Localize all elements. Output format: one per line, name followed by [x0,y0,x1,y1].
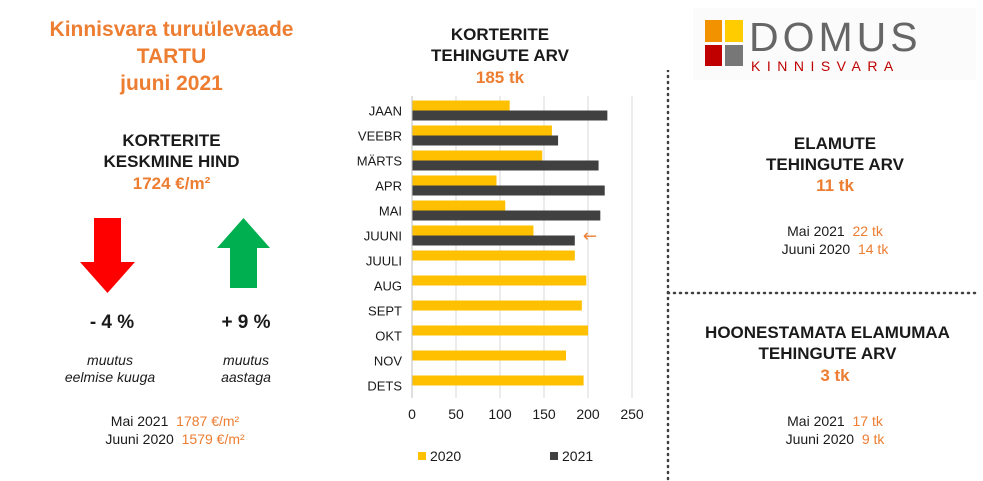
comparison-value: 1579 €/m² [181,431,245,447]
chart-title: KORTERITE TEHINGUTE ARV [405,24,595,66]
bar-2021 [412,185,605,196]
land-value: 3 tk [820,366,850,385]
category-label: APR [375,179,402,194]
comparison-row: Juuni 2020 14 tk [710,240,960,258]
comparison-row: Mai 2021 22 tk [710,222,960,240]
title-line: juuni 2021 [120,72,223,95]
category-label: SEPT [368,304,402,319]
bar-2021 [412,235,575,246]
category-label: JUULI [366,254,402,269]
comparison-label: Mai 2021 [110,413,169,429]
comparison-value: 14 tk [857,241,889,257]
legend-swatch [550,452,558,460]
comparison-value: 22 tk [852,223,883,239]
comparison-label: Juuni 2020 [785,431,855,447]
bar-2020 [412,225,534,236]
houses-title-line: TEHINGUTE ARV [766,155,904,174]
logo-name: DOMUS [749,14,922,60]
comparison-label: Mai 2021 [787,223,845,239]
year-change-value: + 9 % [221,312,271,333]
houses-value: 11 tk [816,176,854,195]
category-label: VEEBR [358,129,402,144]
bar-2021 [412,160,599,171]
x-tick-label: 200 [576,406,600,422]
title-line: TARTU [136,45,207,68]
chart-title-line: TEHINGUTE ARV [431,46,569,65]
bar-2020 [412,250,575,261]
x-tick-label: 150 [532,406,556,422]
category-label: MÄRTS [357,154,403,169]
land-title-line: TEHINGUTE ARV [758,344,897,363]
houses-title: ELAMUTE TEHINGUTE ARV [690,133,980,175]
bar-2021 [412,135,559,146]
note-line: aastaga [221,369,271,385]
note-line: eelmise kuuga [64,369,156,385]
comparison-value: 9 tk [861,431,885,447]
bar-2020 [412,175,497,186]
x-tick-label: 250 [620,406,644,422]
comparison-value: 17 tk [852,413,883,429]
price-heading-line: KORTERITE [122,131,221,150]
month-change-label: muutus eelmise kuuga [40,352,180,386]
comparison-row: Mai 2021 1787 €/m² [50,412,300,430]
legend-label: 2021 [562,448,593,464]
year-change-label: muutus aastaga [186,352,306,386]
comparison-label: Juuni 2020 [105,431,174,447]
x-tick-label: 100 [488,406,512,422]
bar-2020 [412,325,588,336]
bar-2020 [412,150,543,161]
bar-2020 [412,125,552,136]
comparison-row: Mai 2021 17 tk [710,412,960,430]
bar-2020 [412,100,510,111]
comparison-value: 1787 €/m² [176,413,240,429]
land-comparisons: Mai 2021 17 tk Juuni 2020 9 tk [710,412,960,448]
bar-2020 [412,350,566,361]
houses-title-line: ELAMUTE [793,134,877,153]
comparison-row: Juuni 2020 1579 €/m² [50,430,300,448]
price-heading-line: KESKMINE HIND [103,152,240,171]
current-month-arrow-icon: ← [583,227,597,247]
category-label: OKT [375,329,402,344]
category-label: JAAN [369,104,402,119]
comparison-label: Juuni 2020 [781,241,851,257]
category-label: MAI [379,204,402,219]
category-label: NOV [374,354,403,369]
category-label: AUG [374,279,402,294]
comparison-label: Mai 2021 [787,413,845,429]
price-heading: KORTERITE KESKMINE HIND [60,130,283,172]
bar-2020 [412,375,584,386]
legend-swatch [418,452,426,460]
note-line: muutus [87,352,133,368]
bar-2020 [412,275,587,286]
land-title: HOONESTAMATA ELAMUMAA TEHINGUTE ARV [675,322,980,364]
x-tick-label: 50 [448,406,464,422]
bar-2020 [412,300,582,311]
price-comparisons: Mai 2021 1787 €/m² Juuni 2020 1579 €/m² [50,412,300,448]
category-label: DETS [367,379,402,394]
legend-label: 2020 [430,448,461,464]
bar-2021 [412,110,608,121]
down-arrow-icon [80,218,135,293]
bar-2021 [412,210,601,221]
houses-comparisons: Mai 2021 22 tk Juuni 2020 14 tk [710,222,960,258]
report-title: Kinnisvara turuülevaade TARTU juuni 2021 [0,16,343,97]
x-tick-label: 0 [408,406,416,422]
category-label: JUUNI [364,229,402,244]
domus-logo-icon [705,20,743,66]
chart-title-line: KORTERITE [450,25,550,44]
comparison-row: Juuni 2020 9 tk [710,430,960,448]
price-value: 1724 €/m² [132,174,211,193]
up-arrow-icon [217,218,270,288]
month-change-value: - 4 % [89,312,135,333]
section-dividers [666,70,980,481]
bar-2020 [412,200,506,211]
land-title-line: HOONESTAMATA ELAMUMAA [705,323,950,342]
note-line: muutus [223,352,269,368]
logo: DOMUS KINNISVARA [693,8,976,80]
title-line: Kinnisvara turuülevaade [49,18,294,41]
transactions-bar-chart: 0 50 100 150 200 250 JAAN VEEBR MÄRTS APR MAI JUUNI… [357,96,644,464]
logo-subtitle: KINNISVARA [751,58,900,74]
chart-subtitle: 185 tk [475,68,525,87]
